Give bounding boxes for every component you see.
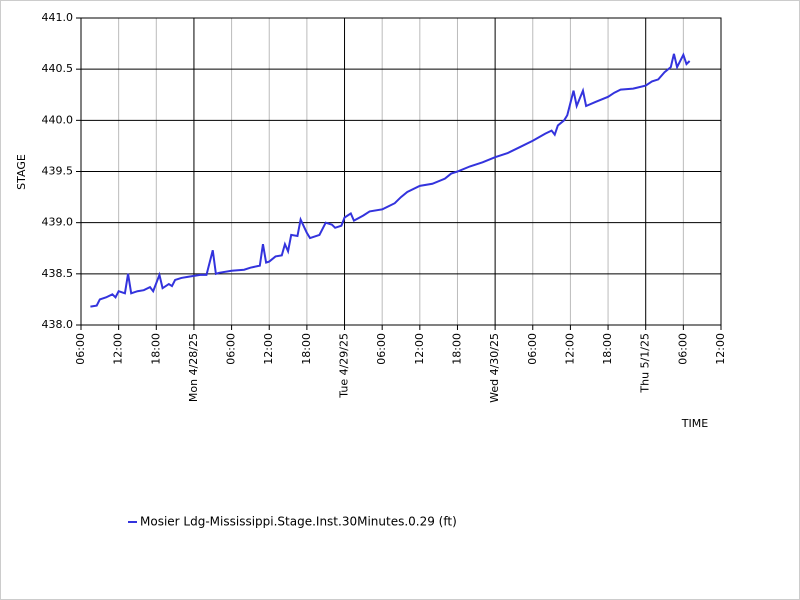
- x-tick-label: 06:00: [225, 333, 238, 365]
- plot-border: [80, 17, 722, 326]
- y-tick-label: 439.5: [42, 165, 74, 178]
- y-tick-label: 440.0: [42, 113, 74, 126]
- x-axis-title: TIME: [681, 417, 708, 430]
- y-tick-label: 441.0: [42, 11, 74, 24]
- x-tick-label: Wed 4/30/25: [488, 333, 501, 403]
- x-tick-label: 12:00: [262, 333, 275, 365]
- y-axis-title: STAGE: [15, 154, 28, 190]
- x-tick-label: Tue 4/29/25: [338, 333, 351, 399]
- x-tick-label: 18:00: [149, 333, 162, 365]
- x-tick-label: Mon 4/28/25: [187, 333, 200, 402]
- y-tick-label: 440.5: [42, 62, 74, 75]
- y-tick-label: 439.0: [42, 216, 74, 229]
- x-tick-label: 06:00: [375, 333, 388, 365]
- x-tick-label: Thu 5/1/25: [639, 333, 652, 394]
- x-tick-label: 18:00: [601, 333, 614, 365]
- x-tick-label: 12:00: [714, 333, 727, 365]
- x-tick-label: 06:00: [676, 333, 689, 365]
- legend-label: Mosier Ldg-Mississippi.Stage.Inst.30Minu…: [140, 515, 457, 529]
- y-tick-label: 438.0: [42, 318, 74, 331]
- x-tick-label: 12:00: [563, 333, 576, 365]
- x-tick-label: 06:00: [74, 333, 87, 365]
- x-tick-label: 12:00: [413, 333, 426, 365]
- x-tick-label: 18:00: [450, 333, 463, 365]
- y-tick-label: 438.5: [42, 267, 74, 280]
- x-tick-label: 12:00: [112, 333, 125, 365]
- data-line: [90, 52, 691, 308]
- x-tick-label: 06:00: [526, 333, 539, 365]
- x-tick-label: 18:00: [300, 333, 313, 365]
